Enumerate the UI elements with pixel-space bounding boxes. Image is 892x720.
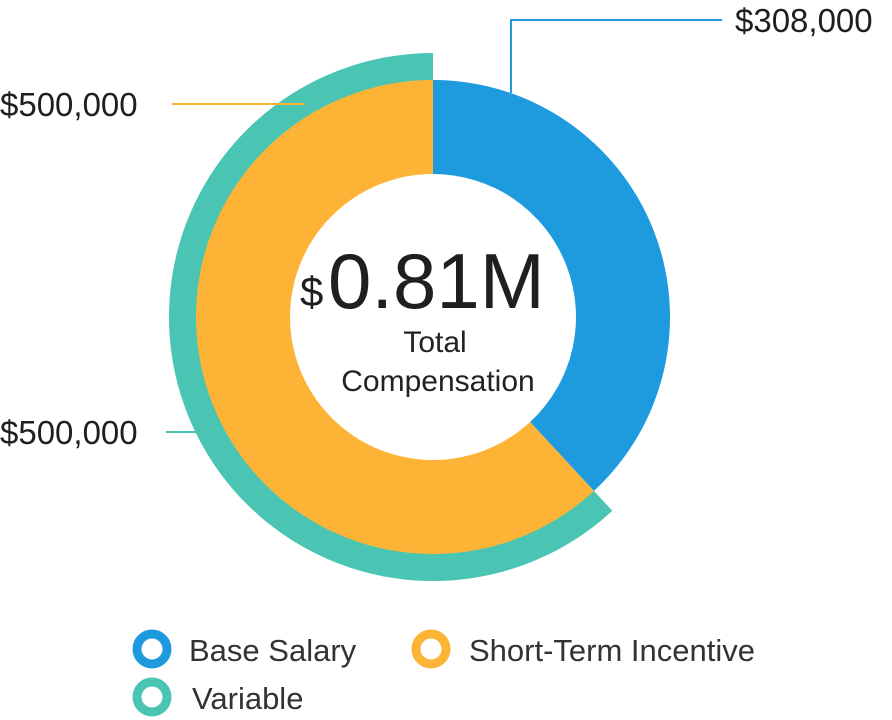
legend-marker-base-salary xyxy=(132,629,172,669)
center-label-line1: Total xyxy=(403,326,466,359)
legend-label-sti: Short-Term Incentive xyxy=(469,633,755,668)
label-variable: $500,000 xyxy=(0,414,138,451)
legend-label-base-salary: Base Salary xyxy=(189,633,357,668)
legend: Base Salary Short-Term Incentive Variabl… xyxy=(132,629,755,717)
center-label-line2: Compensation xyxy=(341,365,534,398)
ring-variable xyxy=(168,53,613,581)
legend-marker-sti xyxy=(411,629,451,669)
label-sti: $500,000 xyxy=(0,86,138,123)
center-currency: $ xyxy=(300,268,323,315)
legend-marker-variable xyxy=(132,677,172,717)
slice-base-salary xyxy=(433,80,670,491)
legend-label-variable: Variable xyxy=(192,681,303,716)
label-base-salary: $308,000 xyxy=(735,2,873,39)
slice-short-term-incentive xyxy=(195,80,594,554)
center-value: 0.81M xyxy=(328,237,545,325)
